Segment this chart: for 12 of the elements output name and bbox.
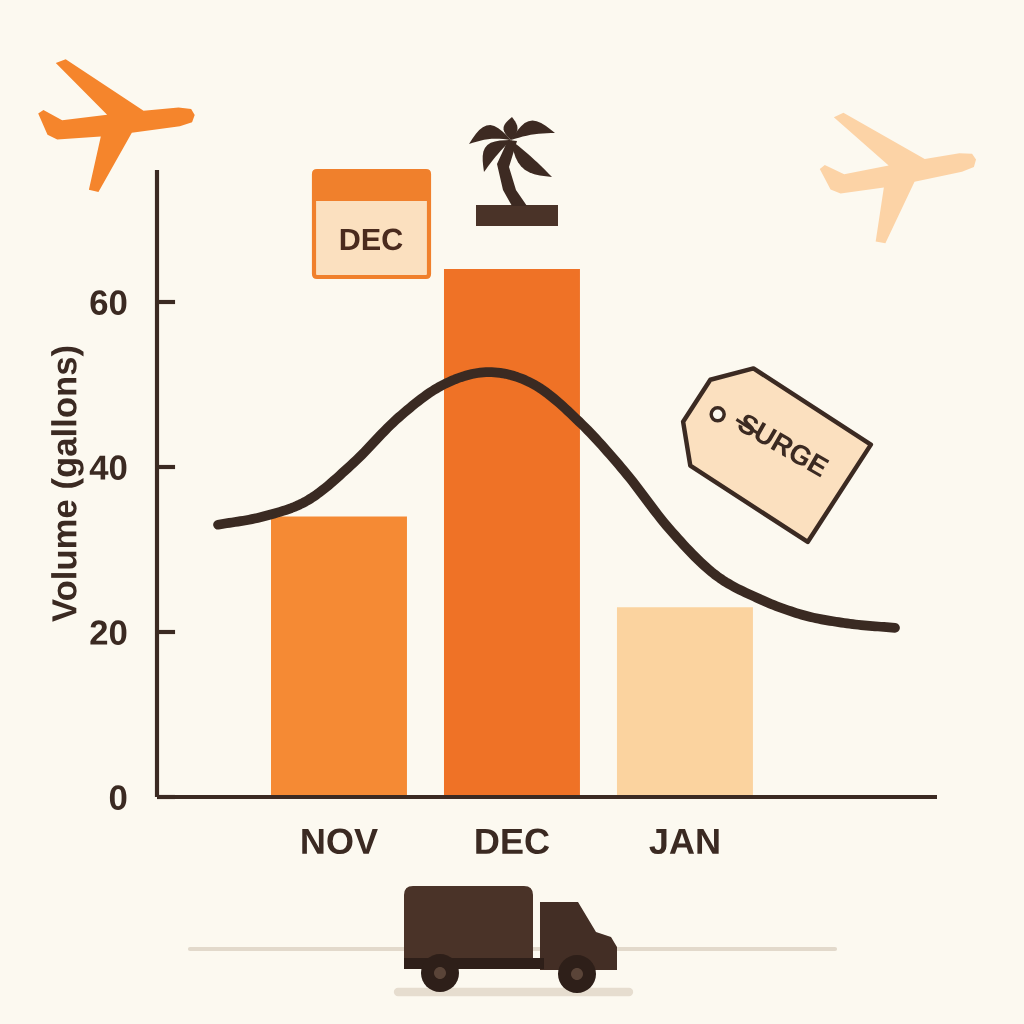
x-tick-label: JAN [649, 828, 719, 855]
y-tick-label: 0 [109, 785, 127, 810]
x-tick-label: DEC [476, 828, 550, 855]
bar [271, 516, 407, 797]
y-axis-title: Volume (gallons) [51, 346, 84, 622]
annotation: DEC [340, 228, 403, 251]
bar [443, 269, 580, 797]
y-tick-label: 20 [90, 620, 127, 645]
y-tick-label: 40 [89, 455, 127, 480]
bar [616, 607, 753, 797]
x-tick-label: NOV [302, 828, 378, 855]
y-tick-label: 60 [90, 290, 127, 315]
